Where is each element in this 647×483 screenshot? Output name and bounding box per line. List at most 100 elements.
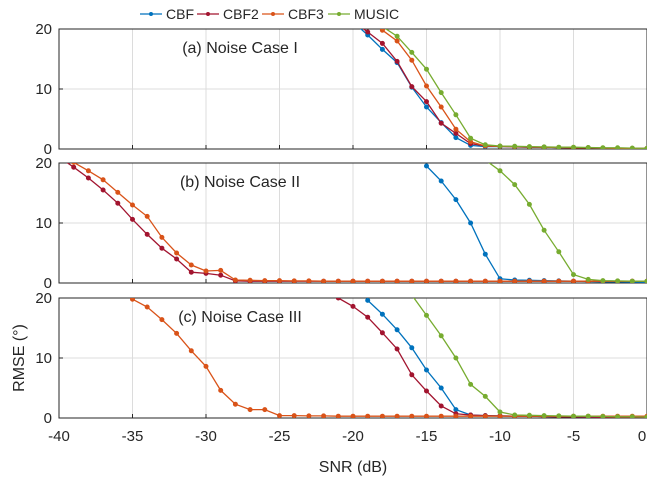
data-point-cbf2 bbox=[175, 257, 179, 261]
data-point-music bbox=[572, 145, 576, 149]
data-point-cbf3 bbox=[292, 414, 296, 418]
data-point-cbf3 bbox=[410, 414, 414, 418]
panel-title: (a) Noise Case I bbox=[182, 40, 298, 57]
x-tick-label: -15 bbox=[416, 428, 438, 445]
x-axis-title: SNR (dB) bbox=[319, 459, 387, 476]
data-point-music bbox=[527, 145, 531, 149]
data-point-cbf bbox=[380, 312, 384, 316]
data-point-cbf3 bbox=[557, 279, 561, 283]
x-tick-label: -35 bbox=[122, 428, 144, 445]
panel-title: (c) Noise Case III bbox=[178, 309, 302, 326]
data-point-cbf3 bbox=[336, 414, 340, 418]
data-point-cbf3 bbox=[175, 251, 179, 255]
x-tick-label: -25 bbox=[269, 428, 291, 445]
data-point-music bbox=[572, 414, 576, 418]
data-point-music bbox=[542, 228, 546, 232]
data-point-cbf3 bbox=[307, 279, 311, 283]
data-point-cbf2 bbox=[72, 165, 76, 169]
legend-item-cbf2: CBF2 bbox=[197, 6, 259, 22]
data-point-music bbox=[380, 25, 384, 29]
data-point-cbf bbox=[366, 298, 370, 302]
data-point-cbf3 bbox=[248, 278, 252, 282]
legend-item-music: MUSIC bbox=[328, 6, 399, 22]
data-point-cbf3 bbox=[57, 158, 61, 162]
data-point-cbf bbox=[469, 221, 473, 225]
data-point-cbf3 bbox=[454, 414, 458, 418]
data-point-cbf3 bbox=[116, 190, 120, 194]
data-point-cbf bbox=[454, 408, 458, 412]
data-point-music bbox=[630, 279, 634, 283]
data-point-cbf2 bbox=[439, 121, 443, 125]
data-point-music bbox=[557, 145, 561, 149]
y-tick-label: 20 bbox=[35, 155, 52, 172]
data-point-cbf2 bbox=[425, 100, 429, 104]
data-point-cbf2 bbox=[116, 201, 120, 205]
data-point-cbf3 bbox=[101, 178, 105, 182]
data-point-music bbox=[395, 34, 399, 38]
data-point-cbf bbox=[454, 198, 458, 202]
data-point-cbf2 bbox=[395, 347, 399, 351]
data-point-cbf3 bbox=[219, 268, 223, 272]
x-tick-label: -30 bbox=[195, 428, 217, 445]
data-point-cbf bbox=[425, 105, 429, 109]
data-point-cbf bbox=[439, 179, 443, 183]
data-point-cbf bbox=[410, 346, 414, 350]
legend-label: MUSIC bbox=[354, 6, 399, 22]
data-point-music bbox=[527, 202, 531, 206]
data-point-cbf2 bbox=[380, 331, 384, 335]
data-point-music bbox=[601, 279, 605, 283]
data-point-cbf3 bbox=[322, 279, 326, 283]
data-point-music bbox=[601, 415, 605, 419]
data-point-cbf3 bbox=[160, 235, 164, 239]
data-point-music bbox=[586, 414, 590, 418]
legend-marker bbox=[149, 12, 153, 16]
data-point-cbf3 bbox=[380, 279, 384, 283]
data-point-cbf3 bbox=[483, 414, 487, 418]
data-point-cbf2 bbox=[410, 85, 414, 89]
data-point-cbf3 bbox=[336, 279, 340, 283]
data-point-music bbox=[498, 410, 502, 414]
data-point-cbf bbox=[439, 386, 443, 390]
data-point-cbf3 bbox=[145, 214, 149, 218]
data-point-cbf2 bbox=[322, 293, 326, 297]
y-tick-label: 0 bbox=[44, 410, 52, 427]
data-point-cbf3 bbox=[263, 279, 267, 283]
data-point-cbf bbox=[425, 164, 429, 168]
data-point-music bbox=[557, 414, 561, 418]
data-point-cbf3 bbox=[219, 388, 223, 392]
data-point-cbf3 bbox=[278, 279, 282, 283]
data-point-music bbox=[454, 356, 458, 360]
data-point-music bbox=[483, 394, 487, 398]
x-tick-label: -40 bbox=[48, 428, 70, 445]
data-point-cbf3 bbox=[469, 279, 473, 283]
data-point-cbf3 bbox=[189, 349, 193, 353]
data-point-cbf2 bbox=[145, 232, 149, 236]
data-point-cbf3 bbox=[469, 414, 473, 418]
legend-marker bbox=[337, 12, 341, 16]
data-point-cbf3 bbox=[425, 84, 429, 88]
data-point-cbf3 bbox=[410, 58, 414, 62]
legend-label: CBF3 bbox=[288, 6, 324, 22]
data-point-cbf3 bbox=[322, 414, 326, 418]
data-point-cbf3 bbox=[160, 318, 164, 322]
x-tick-label: -20 bbox=[342, 428, 364, 445]
data-point-cbf3 bbox=[527, 279, 531, 283]
y-axis-title: RMSE (°) bbox=[11, 324, 28, 392]
legend-label: CBF2 bbox=[223, 6, 259, 22]
data-point-cbf2 bbox=[86, 176, 90, 180]
x-tick-label: -10 bbox=[489, 428, 511, 445]
y-tick-label: 10 bbox=[35, 350, 52, 367]
data-point-cbf3 bbox=[204, 269, 208, 273]
data-point-music bbox=[483, 143, 487, 147]
data-point-cbf bbox=[425, 368, 429, 372]
data-point-music bbox=[572, 273, 576, 277]
data-point-music bbox=[483, 158, 487, 162]
data-point-cbf2 bbox=[410, 373, 414, 377]
data-point-music bbox=[439, 334, 443, 338]
data-point-cbf2 bbox=[380, 41, 384, 45]
data-point-cbf3 bbox=[278, 414, 282, 418]
y-tick-label: 20 bbox=[35, 290, 52, 307]
